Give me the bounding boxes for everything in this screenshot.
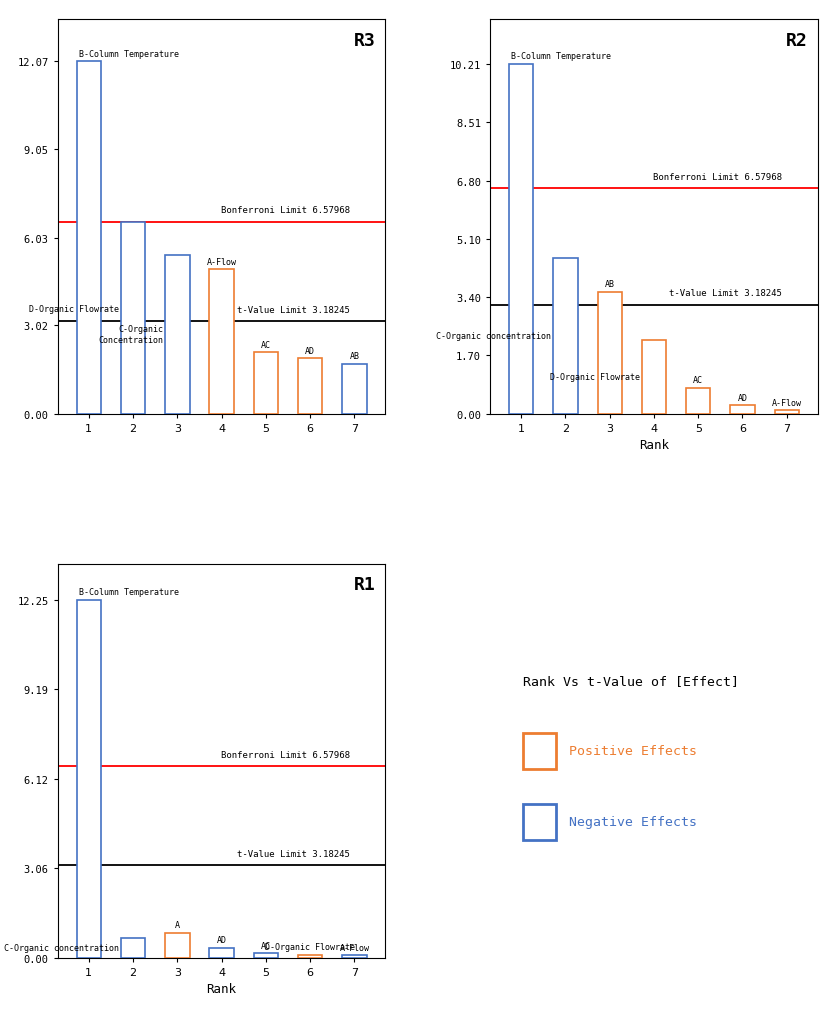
Text: AC: AC: [261, 941, 271, 950]
X-axis label: Rank: Rank: [206, 982, 236, 996]
Text: A-Flow: A-Flow: [339, 943, 369, 952]
Bar: [523, 804, 556, 840]
Text: AD: AD: [305, 346, 316, 356]
Text: t-Value Limit 3.18245: t-Value Limit 3.18245: [237, 849, 350, 858]
X-axis label: Rank: Rank: [639, 439, 669, 451]
Bar: [642, 340, 666, 415]
Bar: [775, 411, 799, 415]
Text: C-Organic concentration: C-Organic concentration: [436, 332, 551, 340]
Text: Positive Effects: Positive Effects: [569, 745, 697, 757]
Text: t-Value Limit 3.18245: t-Value Limit 3.18245: [669, 289, 782, 299]
Bar: [298, 955, 322, 958]
Text: R3: R3: [354, 33, 376, 50]
Bar: [165, 933, 189, 958]
Bar: [730, 406, 755, 415]
Text: A-Flow: A-Flow: [206, 258, 236, 266]
Text: t-Value Limit 3.18245: t-Value Limit 3.18245: [237, 306, 350, 314]
Bar: [342, 365, 367, 415]
Bar: [121, 222, 145, 415]
Text: Bonferroni Limit 6.57968: Bonferroni Limit 6.57968: [221, 206, 350, 215]
Text: Rank Vs t-Value of [Effect]: Rank Vs t-Value of [Effect]: [523, 675, 739, 687]
Text: AD: AD: [738, 393, 748, 403]
Bar: [77, 600, 101, 958]
Bar: [121, 938, 145, 958]
Bar: [254, 954, 278, 958]
Text: R1: R1: [354, 576, 376, 594]
Bar: [77, 62, 101, 415]
Text: D-Organic Flowrate: D-Organic Flowrate: [29, 305, 119, 313]
Text: B-Column Temperature: B-Column Temperature: [511, 52, 611, 61]
Text: A-Flow: A-Flow: [771, 398, 802, 408]
Text: D-Organic Flowrate: D-Organic Flowrate: [265, 943, 355, 952]
Text: AD: AD: [216, 935, 226, 944]
Bar: [254, 353, 278, 415]
Text: Bonferroni Limit 6.57968: Bonferroni Limit 6.57968: [653, 173, 782, 181]
Text: AC: AC: [693, 376, 703, 385]
Text: B-Column Temperature: B-Column Temperature: [78, 50, 179, 58]
Text: AC: AC: [261, 340, 271, 350]
Text: C-Organic
Concentration: C-Organic Concentration: [98, 325, 163, 344]
Bar: [686, 388, 710, 415]
Bar: [165, 256, 189, 415]
Bar: [210, 270, 234, 415]
Text: AB: AB: [349, 353, 359, 361]
Bar: [342, 956, 367, 958]
Bar: [553, 259, 577, 415]
Text: A: A: [175, 920, 180, 929]
Bar: [597, 292, 622, 415]
Bar: [509, 64, 534, 415]
Bar: [523, 734, 556, 768]
Text: Bonferroni Limit 6.57968: Bonferroni Limit 6.57968: [221, 750, 350, 759]
Text: C-Organic concentration: C-Organic concentration: [3, 944, 119, 953]
Text: R2: R2: [786, 33, 808, 50]
Text: D-Organic Flowrate: D-Organic Flowrate: [549, 373, 639, 382]
Text: B-Column Temperature: B-Column Temperature: [78, 588, 179, 597]
Bar: [210, 948, 234, 958]
Text: Negative Effects: Negative Effects: [569, 815, 697, 828]
Text: AB: AB: [605, 280, 615, 289]
Bar: [298, 359, 322, 415]
